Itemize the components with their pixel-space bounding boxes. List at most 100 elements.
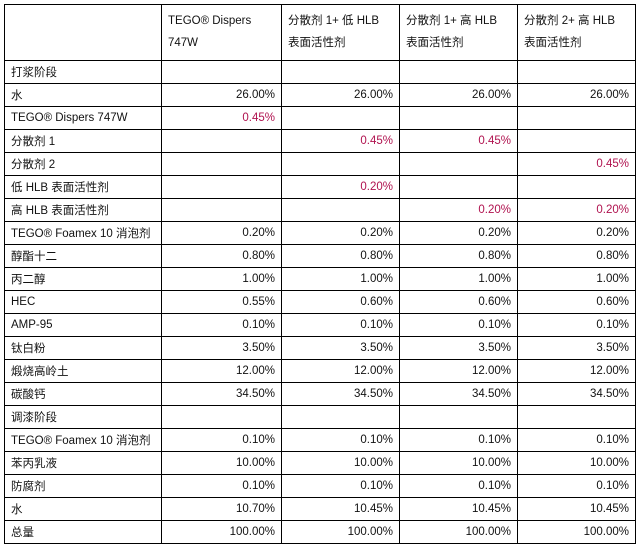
value-cell: 0.10%: [399, 428, 518, 452]
value-cell: 26.00%: [161, 83, 282, 107]
value-cell: [399, 106, 518, 130]
value-cell: 0.45%: [161, 106, 282, 130]
value-cell: [517, 129, 636, 153]
value-cell: 26.00%: [517, 83, 636, 107]
value-cell: 12.00%: [161, 359, 282, 383]
value-cell: 0.10%: [399, 313, 518, 337]
formulation-table: TEGO® Dispers 747W 分散剂 1+ 低 HLB 表面活性剂 分散…: [4, 4, 636, 544]
header-cell-dispersant1-low-hlb: 分散剂 1+ 低 HLB 表面活性剂: [281, 4, 400, 61]
table-row: 醇酯十二 0.80% 0.80% 0.80% 0.80%: [4, 244, 636, 268]
value-cell: 0.10%: [517, 474, 636, 498]
table-row: TEGO® Dispers 747W 0.45%: [4, 106, 636, 130]
row-label: 丙二醇: [4, 267, 162, 291]
table-row: TEGO® Foamex 10 消泡剂 0.10% 0.10% 0.10% 0.10%: [4, 428, 636, 452]
row-label: 防腐剂: [4, 474, 162, 498]
value-cell: 0.20%: [517, 198, 636, 222]
value-cell: 0.80%: [281, 244, 400, 268]
value-cell: 0.45%: [399, 129, 518, 153]
value-cell: 34.50%: [399, 382, 518, 406]
value-cell: [161, 198, 282, 222]
row-label: 低 HLB 表面活性剂: [4, 175, 162, 199]
value-cell: 0.45%: [517, 152, 636, 176]
value-cell: [161, 405, 282, 429]
value-cell: [399, 152, 518, 176]
value-cell: [281, 198, 400, 222]
value-cell: 0.10%: [281, 313, 400, 337]
header-cell-corner: [4, 4, 162, 61]
table-row: 高 HLB 表面活性剂 0.20% 0.20%: [4, 198, 636, 222]
value-cell: 0.20%: [399, 221, 518, 245]
value-cell: 34.50%: [517, 382, 636, 406]
row-label: 分散剂 2: [4, 152, 162, 176]
value-cell: 1.00%: [399, 267, 518, 291]
header-cell-dispersant1-high-hlb: 分散剂 1+ 高 HLB 表面活性剂: [399, 4, 518, 61]
row-label: 苯丙乳液: [4, 451, 162, 475]
value-cell: [517, 405, 636, 429]
row-label: 煅烧高岭土: [4, 359, 162, 383]
row-label: 水: [4, 497, 162, 521]
value-cell: 0.20%: [281, 175, 400, 199]
value-cell: 0.10%: [161, 313, 282, 337]
value-cell: 0.20%: [161, 221, 282, 245]
value-cell: 3.50%: [161, 336, 282, 360]
header-cell-tego-747w: TEGO® Dispers 747W: [161, 4, 282, 61]
value-cell: 100.00%: [161, 520, 282, 544]
header-cell-dispersant2-high-hlb: 分散剂 2+ 高 HLB 表面活性剂: [517, 4, 636, 61]
value-cell: 34.50%: [161, 382, 282, 406]
row-label: 水: [4, 83, 162, 107]
value-cell: 0.10%: [281, 474, 400, 498]
value-cell: 0.80%: [161, 244, 282, 268]
value-cell: [281, 106, 400, 130]
table-row: 调漆阶段: [4, 405, 636, 429]
value-cell: 0.80%: [517, 244, 636, 268]
value-cell: 10.70%: [161, 497, 282, 521]
row-label: 调漆阶段: [4, 405, 162, 429]
table-row: 丙二醇 1.00% 1.00% 1.00% 1.00%: [4, 267, 636, 291]
value-cell: [399, 60, 518, 84]
table-row: HEC 0.55% 0.60% 0.60% 0.60%: [4, 290, 636, 314]
value-cell: 100.00%: [517, 520, 636, 544]
value-cell: 0.10%: [281, 428, 400, 452]
value-cell: 1.00%: [517, 267, 636, 291]
value-cell: 0.10%: [399, 474, 518, 498]
table-row: 煅烧高岭土 12.00% 12.00% 12.00% 12.00%: [4, 359, 636, 383]
value-cell: 10.00%: [517, 451, 636, 475]
table-row: 打浆阶段: [4, 60, 636, 84]
row-label: TEGO® Foamex 10 消泡剂: [4, 428, 162, 452]
table-body: TEGO® Dispers 747W 分散剂 1+ 低 HLB 表面活性剂 分散…: [4, 4, 636, 544]
row-label: 打浆阶段: [4, 60, 162, 84]
table-row: 分散剂 2 0.45%: [4, 152, 636, 176]
row-label: 钛白粉: [4, 336, 162, 360]
table-row: 低 HLB 表面活性剂 0.20%: [4, 175, 636, 199]
table-row: TEGO® Foamex 10 消泡剂 0.20% 0.20% 0.20% 0.20%: [4, 221, 636, 245]
value-cell: 10.00%: [161, 451, 282, 475]
value-cell: 3.50%: [281, 336, 400, 360]
row-label: 分散剂 1: [4, 129, 162, 153]
value-cell: 3.50%: [399, 336, 518, 360]
value-cell: [161, 152, 282, 176]
value-cell: 12.00%: [517, 359, 636, 383]
table-row: 水 26.00% 26.00% 26.00% 26.00%: [4, 83, 636, 107]
value-cell: 10.00%: [281, 451, 400, 475]
value-cell: 0.10%: [517, 313, 636, 337]
value-cell: 1.00%: [161, 267, 282, 291]
value-cell: 0.10%: [517, 428, 636, 452]
table-row: 分散剂 1 0.45% 0.45%: [4, 129, 636, 153]
value-cell: 0.60%: [281, 290, 400, 314]
value-cell: 0.60%: [399, 290, 518, 314]
value-cell: 0.20%: [517, 221, 636, 245]
value-cell: 1.00%: [281, 267, 400, 291]
value-cell: 0.10%: [161, 428, 282, 452]
value-cell: 26.00%: [281, 83, 400, 107]
value-cell: 0.45%: [281, 129, 400, 153]
header-row: TEGO® Dispers 747W 分散剂 1+ 低 HLB 表面活性剂 分散…: [4, 4, 636, 61]
row-label: TEGO® Foamex 10 消泡剂: [4, 221, 162, 245]
table-row: 总量 100.00% 100.00% 100.00% 100.00%: [4, 520, 636, 544]
value-cell: [517, 60, 636, 84]
value-cell: 10.45%: [281, 497, 400, 521]
value-cell: 0.20%: [399, 198, 518, 222]
value-cell: [281, 405, 400, 429]
value-cell: 0.10%: [161, 474, 282, 498]
row-label: 总量: [4, 520, 162, 544]
row-label: 碳酸钙: [4, 382, 162, 406]
